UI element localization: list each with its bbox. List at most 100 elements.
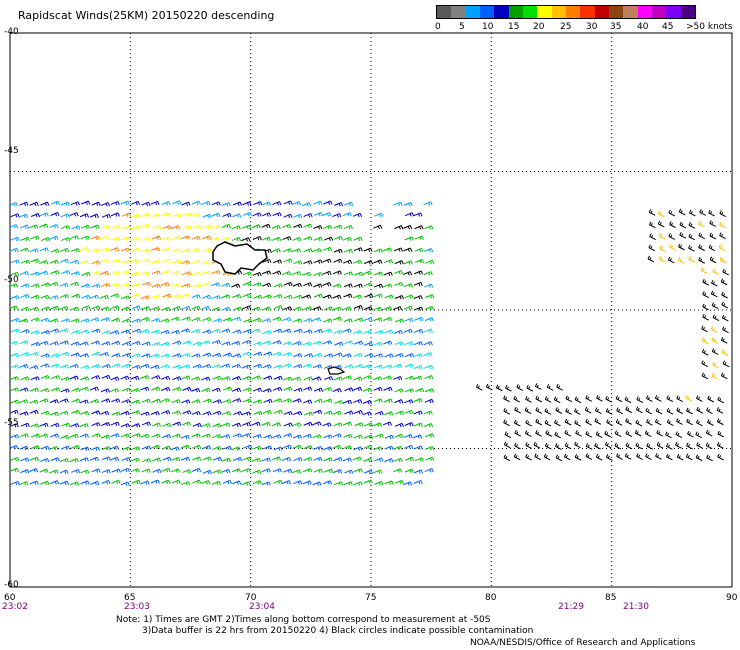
wind-barb bbox=[721, 291, 728, 299]
wind-barb bbox=[201, 270, 211, 276]
wind-barb bbox=[141, 398, 151, 404]
wind-barb bbox=[717, 430, 725, 438]
wind-barb bbox=[711, 279, 718, 287]
wind-barb bbox=[585, 453, 593, 460]
wind-barb bbox=[722, 326, 729, 333]
wind-barb bbox=[293, 260, 303, 265]
wind-barb bbox=[414, 235, 424, 240]
wind-barb bbox=[81, 305, 91, 310]
lon-label-80: 80 bbox=[485, 593, 497, 603]
wind-barb bbox=[30, 213, 41, 218]
wind-barb bbox=[19, 411, 29, 416]
wind-barb bbox=[59, 410, 69, 416]
wind-barb bbox=[253, 201, 263, 206]
wind-barb bbox=[140, 375, 150, 380]
wind-barb bbox=[120, 433, 130, 438]
wind-barb bbox=[111, 317, 121, 323]
time-label: 23:04 bbox=[249, 602, 275, 612]
wind-barb bbox=[160, 398, 170, 403]
wind-barb bbox=[69, 281, 80, 287]
wind-barb bbox=[181, 352, 191, 358]
wind-barb bbox=[658, 232, 666, 240]
wind-barb bbox=[160, 282, 170, 287]
wind-barb bbox=[334, 202, 344, 207]
wind-barb bbox=[91, 410, 101, 415]
wind-barb bbox=[71, 398, 81, 403]
wind-barb bbox=[261, 468, 271, 473]
wind-barb bbox=[150, 213, 161, 218]
wind-barb bbox=[111, 411, 121, 416]
wind-barb bbox=[394, 341, 404, 346]
wind-barb bbox=[60, 213, 70, 218]
scale-label-20: 20 bbox=[533, 22, 545, 32]
wind-barb bbox=[312, 317, 322, 322]
wind-barb bbox=[543, 453, 551, 461]
wind-barb bbox=[272, 270, 282, 275]
wind-barb bbox=[192, 341, 202, 346]
wind-barb bbox=[424, 468, 434, 473]
wind-barb bbox=[109, 388, 120, 393]
wind-barb bbox=[394, 388, 404, 393]
wind-barb bbox=[678, 208, 686, 216]
wind-barb bbox=[273, 364, 283, 369]
wind-barb bbox=[211, 270, 221, 275]
wind-barb bbox=[222, 352, 233, 357]
wind-barb bbox=[241, 364, 251, 370]
wind-barb bbox=[191, 411, 201, 416]
wind-barb bbox=[140, 480, 150, 485]
wind-barb bbox=[60, 388, 70, 393]
wind-barb bbox=[666, 443, 673, 450]
wind-barb bbox=[81, 200, 91, 205]
wind-barb bbox=[563, 453, 571, 461]
wind-barb bbox=[342, 375, 352, 380]
wind-barb bbox=[232, 294, 242, 299]
wind-barb bbox=[648, 209, 656, 216]
wind-barb bbox=[49, 259, 59, 265]
wind-barb bbox=[686, 418, 693, 426]
wind-barb bbox=[242, 351, 252, 357]
wind-barb bbox=[182, 469, 192, 474]
wind-barb bbox=[303, 376, 313, 381]
wind-barb bbox=[292, 236, 302, 242]
wind-barb bbox=[353, 434, 363, 439]
wind-barb bbox=[373, 364, 384, 369]
wind-barb bbox=[423, 352, 433, 357]
wind-barb bbox=[614, 442, 622, 450]
wind-barb bbox=[49, 318, 59, 323]
wind-barb bbox=[676, 395, 683, 403]
wind-barb bbox=[211, 480, 221, 486]
wind-barb bbox=[362, 330, 373, 335]
wind-barb bbox=[100, 282, 111, 288]
wind-barb bbox=[706, 454, 713, 462]
wind-barb bbox=[242, 375, 252, 381]
wind-barb bbox=[161, 258, 171, 264]
wind-barb bbox=[201, 305, 211, 311]
wind-barb bbox=[514, 406, 521, 414]
wind-barb bbox=[232, 398, 242, 403]
wind-barb bbox=[121, 352, 131, 358]
wind-barb bbox=[303, 445, 313, 450]
wind-barb bbox=[191, 212, 201, 218]
wind-barb bbox=[231, 422, 242, 427]
wind-barb bbox=[131, 410, 141, 415]
wind-barb bbox=[89, 386, 99, 391]
wind-barb bbox=[302, 294, 312, 299]
wind-barb bbox=[49, 235, 59, 241]
wind-barb bbox=[272, 316, 282, 322]
wind-barb bbox=[414, 258, 425, 264]
scale-swatch bbox=[494, 6, 509, 18]
wind-barb bbox=[91, 468, 101, 473]
wind-barb bbox=[292, 376, 302, 381]
wind-barb bbox=[151, 398, 161, 404]
wind-barb bbox=[121, 236, 131, 241]
wind-barb bbox=[665, 431, 672, 439]
wind-barb bbox=[180, 328, 191, 333]
wind-barb bbox=[50, 270, 60, 275]
wind-barb bbox=[181, 375, 191, 380]
wind-barb bbox=[221, 468, 231, 474]
wind-barb bbox=[485, 383, 493, 391]
wind-barb bbox=[59, 458, 70, 463]
wind-barb bbox=[719, 221, 726, 229]
wind-barb bbox=[161, 479, 171, 485]
wind-barb bbox=[709, 220, 716, 227]
